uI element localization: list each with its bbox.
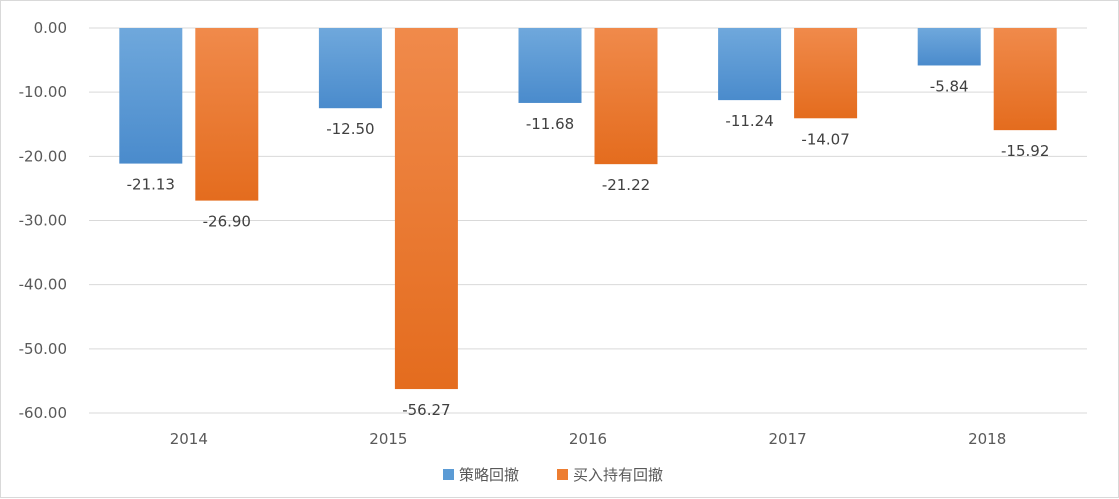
x-tick-label: 2015 [369,430,407,448]
bar-strategy-2017 [718,28,782,101]
bar-buy-hold-2018 [993,28,1057,131]
bar-buy-hold-2017 [794,28,858,119]
x-tick-label: 2016 [569,430,607,448]
bar-buy-hold-2016 [594,28,658,165]
bar-strategy-2014 [119,28,183,164]
data-label: -26.90 [203,213,251,231]
y-tick-label: 0.00 [34,19,67,37]
legend-swatch [443,469,454,480]
y-axis-tick-labels: 0.00 -10.00 -20.00 -30.00 -40.00 -50.00 -60.00 [19,19,67,422]
x-tick-label: 2014 [170,430,208,448]
y-tick-label: -60.00 [19,404,67,422]
x-tick-label: 2017 [769,430,807,448]
x-axis-tick-labels: 2014 2015 2016 2017 2018 [170,430,1007,448]
legend-label: 买入持有回撤 [573,466,663,484]
legend: 策略回撤 买入持有回撤 [443,466,663,484]
data-label: -21.13 [127,176,175,194]
y-tick-label: -10.00 [19,83,67,101]
legend-label: 策略回撤 [459,466,519,484]
y-tick-label: -50.00 [19,340,67,358]
bars [119,28,1057,390]
data-label: -14.07 [801,130,849,148]
y-tick-label: -40.00 [19,276,67,294]
bar-buy-hold-2014 [195,28,259,201]
data-label: -5.84 [930,77,969,95]
y-tick-label: -20.00 [19,147,67,165]
y-tick-label: -30.00 [19,212,67,230]
bar-strategy-2016 [518,28,582,103]
data-labels: -21.13 -26.90 -12.50 -56.27 -11.68 -21.22 -11.… [127,77,1050,419]
bar-strategy-2018 [917,28,981,66]
data-label: -12.50 [326,120,374,138]
data-label: -56.27 [402,401,450,419]
data-label: -15.92 [1001,142,1049,160]
x-tick-label: 2018 [968,430,1006,448]
legend-swatch [557,469,568,480]
data-label: -21.22 [602,176,650,194]
bar-buy-hold-2015 [394,28,458,390]
bar-strategy-2015 [318,28,382,109]
data-label: -11.68 [526,115,574,133]
data-label: -11.24 [725,112,773,130]
